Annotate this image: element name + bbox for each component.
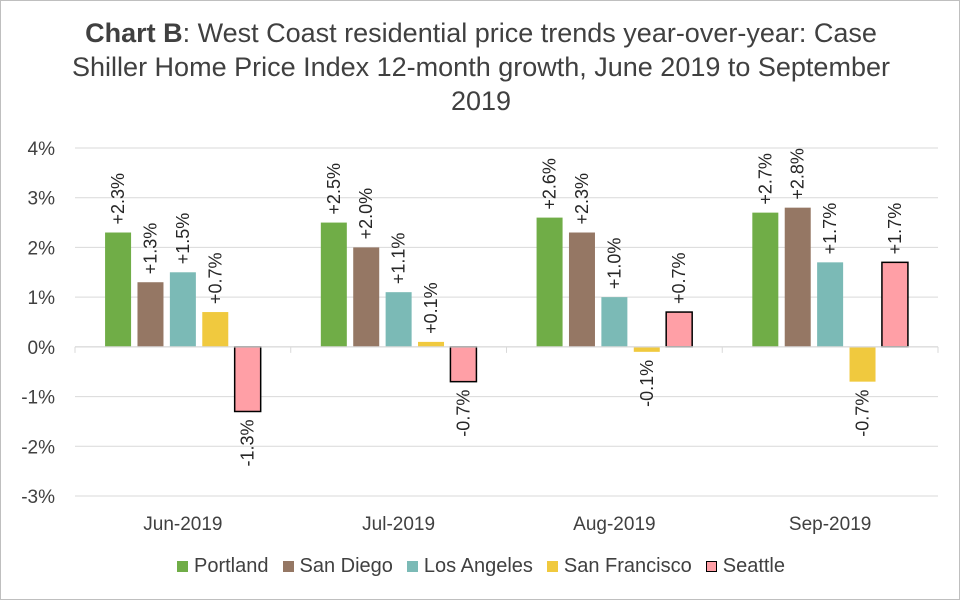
bar-los-angeles xyxy=(817,262,844,347)
bar-san-diego xyxy=(137,282,164,347)
bar-san-francisco xyxy=(202,312,229,347)
data-label: +2.6% xyxy=(540,158,560,210)
bar-chart: -3% -2% -1% 0% 1% 2% 3% 4% Jun-2019 Jul-2019 Aug-2… xyxy=(21,139,939,535)
legend-label: San Francisco xyxy=(563,555,692,577)
data-label: +1.5% xyxy=(173,213,193,265)
data-label: +0.7% xyxy=(669,253,689,305)
legend-label: Portland xyxy=(194,555,269,577)
chart-title-rest: : West Coast residential price trends ye… xyxy=(72,18,890,116)
bar-seattle xyxy=(665,311,693,348)
bar-san-francisco xyxy=(633,346,660,352)
bar-seattle xyxy=(233,346,262,413)
data-label: -1.3% xyxy=(238,419,258,466)
bar-los-angeles xyxy=(169,272,196,347)
legend-swatch xyxy=(546,561,558,572)
y-tick-label: -3% xyxy=(21,487,55,508)
y-tick-label: 1% xyxy=(28,288,56,309)
data-label: +0.1% xyxy=(421,282,441,334)
x-category-label: Jul-2019 xyxy=(362,514,435,535)
data-label: +0.7% xyxy=(205,253,225,305)
bar-portland xyxy=(536,217,563,347)
legend-item-san-francisco: San Francisco xyxy=(546,555,692,578)
legend-swatch xyxy=(282,561,294,572)
data-label: +2.7% xyxy=(755,153,775,205)
y-tick-label: -1% xyxy=(21,388,55,409)
bar-seattle xyxy=(449,346,478,383)
data-label: +2.8% xyxy=(788,148,808,200)
legend-label: Los Angeles xyxy=(423,555,533,577)
data-label: -0.7% xyxy=(853,390,873,437)
bar-seattle xyxy=(881,261,909,348)
data-label: +1.3% xyxy=(140,223,160,275)
data-label: -0.1% xyxy=(637,360,657,407)
legend-swatch xyxy=(177,561,188,572)
y-tick-label: 2% xyxy=(28,238,56,259)
data-label: +2.3% xyxy=(108,173,128,225)
chart-title: Chart B: West Coast residential price tr… xyxy=(60,16,902,118)
bar-los-angeles xyxy=(385,292,412,347)
bar-los-angeles xyxy=(601,297,628,347)
y-tick-label: 0% xyxy=(28,338,56,359)
data-label: +2.3% xyxy=(572,173,592,225)
data-label: +2.0% xyxy=(356,188,376,240)
bar-san-diego xyxy=(568,232,595,347)
chart-title-bold: Chart B xyxy=(85,18,183,48)
bar-san-francisco xyxy=(849,346,876,382)
bar-san-diego xyxy=(353,247,380,347)
y-tick-label: 3% xyxy=(28,189,56,210)
legend-item-los-angeles: Los Angeles xyxy=(406,555,533,578)
data-label: +1.7% xyxy=(885,203,905,255)
y-tick-label: -2% xyxy=(21,437,55,458)
bar-portland xyxy=(320,222,347,347)
bar-san-francisco xyxy=(418,341,445,347)
y-tick-label: 4% xyxy=(28,139,56,160)
data-label: -0.7% xyxy=(453,390,473,437)
x-category-label: Sep-2019 xyxy=(789,514,871,535)
legend-label: San Diego xyxy=(299,555,393,577)
legend-item-seattle: Seattle xyxy=(705,555,785,578)
data-label: +1.0% xyxy=(604,238,624,290)
x-category-label: Aug-2019 xyxy=(573,514,655,535)
legend: Portland San Diego Los Angeles San Francisc… xyxy=(0,555,962,578)
legend-label: Seattle xyxy=(722,555,785,577)
bar-portland xyxy=(105,232,132,347)
x-category-label: Jun-2019 xyxy=(143,514,222,535)
legend-item-san-diego: San Diego xyxy=(282,555,393,578)
bar-portland xyxy=(752,212,779,347)
legend-swatch xyxy=(406,561,418,572)
data-label: +2.5% xyxy=(324,163,344,215)
legend-item-portland: Portland xyxy=(177,555,269,578)
data-label: +1.1% xyxy=(389,233,409,285)
data-label: +1.7% xyxy=(820,203,840,255)
bar-san-diego xyxy=(784,207,811,347)
legend-swatch xyxy=(705,561,717,572)
